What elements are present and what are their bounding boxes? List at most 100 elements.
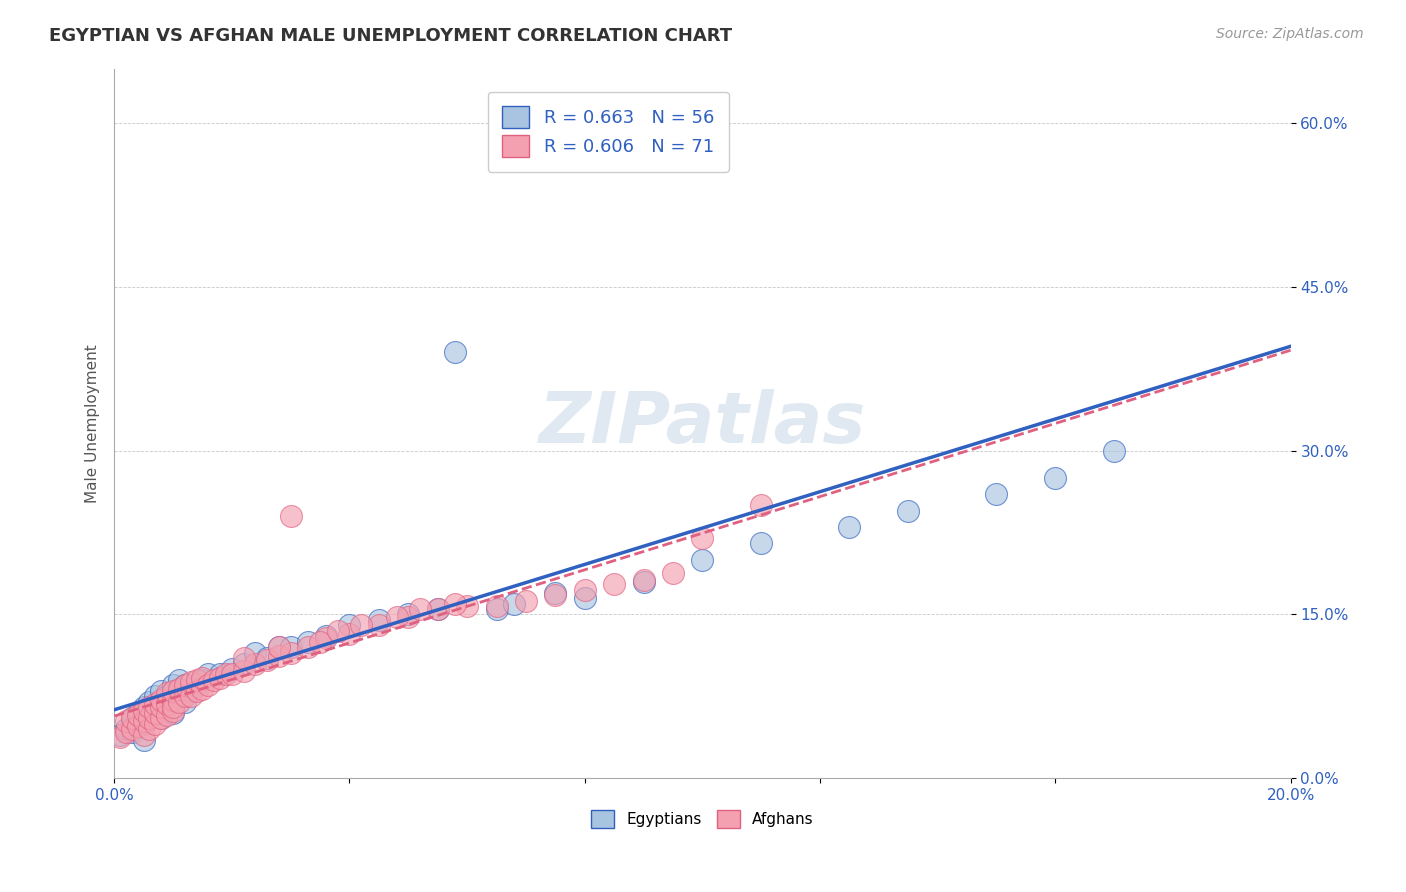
Point <box>115 722 138 736</box>
Point <box>897 504 920 518</box>
Point <box>426 602 449 616</box>
Point <box>1102 443 1125 458</box>
Y-axis label: Male Unemployment: Male Unemployment <box>86 344 100 503</box>
Point <box>986 487 1008 501</box>
Point <box>280 640 302 655</box>
Point <box>156 686 179 700</box>
Point <box>191 681 214 696</box>
Point <box>186 673 208 687</box>
Point <box>256 653 278 667</box>
Point <box>503 597 526 611</box>
Point <box>280 646 302 660</box>
Point <box>138 700 160 714</box>
Point <box>127 719 149 733</box>
Point <box>138 722 160 736</box>
Point <box>267 640 290 655</box>
Point <box>156 700 179 714</box>
Point <box>115 714 138 729</box>
Point <box>409 602 432 616</box>
Point <box>692 553 714 567</box>
Point <box>385 609 408 624</box>
Point <box>121 725 143 739</box>
Point <box>339 627 361 641</box>
Point <box>232 664 254 678</box>
Point <box>127 707 149 722</box>
Point <box>186 678 208 692</box>
Point <box>180 675 202 690</box>
Point <box>108 727 131 741</box>
Point <box>121 722 143 736</box>
Point <box>162 695 184 709</box>
Point <box>396 609 419 624</box>
Point <box>256 651 278 665</box>
Text: ZIPatlas: ZIPatlas <box>538 389 866 458</box>
Point <box>150 684 173 698</box>
Point <box>173 678 195 692</box>
Point <box>186 684 208 698</box>
Point <box>156 707 179 722</box>
Point <box>339 618 361 632</box>
Point <box>138 711 160 725</box>
Point <box>267 640 290 655</box>
Point <box>145 697 167 711</box>
Point <box>197 678 219 692</box>
Point <box>315 629 337 643</box>
Point <box>145 706 167 720</box>
Point <box>156 690 179 704</box>
Point <box>162 678 184 692</box>
Text: EGYPTIAN VS AFGHAN MALE UNEMPLOYMENT CORRELATION CHART: EGYPTIAN VS AFGHAN MALE UNEMPLOYMENT COR… <box>49 27 733 45</box>
Point <box>150 700 173 714</box>
Point <box>132 700 155 714</box>
Point <box>209 667 232 681</box>
Point <box>692 531 714 545</box>
Point <box>544 588 567 602</box>
Point <box>515 594 537 608</box>
Point <box>544 585 567 599</box>
Point <box>191 673 214 687</box>
Point <box>167 690 190 704</box>
Point <box>145 706 167 720</box>
Point <box>232 657 254 671</box>
Point <box>426 602 449 616</box>
Point <box>145 716 167 731</box>
Legend: Egyptians, Afghans: Egyptians, Afghans <box>585 804 820 834</box>
Point <box>150 711 173 725</box>
Point <box>245 657 267 671</box>
Point <box>297 640 319 655</box>
Point <box>209 671 232 685</box>
Point <box>162 706 184 720</box>
Point <box>162 700 184 714</box>
Point <box>444 597 467 611</box>
Point <box>315 632 337 646</box>
Point <box>350 618 373 632</box>
Point <box>115 725 138 739</box>
Point <box>838 520 860 534</box>
Point <box>150 700 173 714</box>
Point <box>150 692 173 706</box>
Point <box>662 566 685 580</box>
Point <box>202 673 225 687</box>
Point <box>232 651 254 665</box>
Point <box>138 695 160 709</box>
Point <box>162 704 184 718</box>
Point <box>603 577 626 591</box>
Point <box>132 714 155 729</box>
Text: Source: ZipAtlas.com: Source: ZipAtlas.com <box>1216 27 1364 41</box>
Point <box>633 574 655 589</box>
Point <box>132 727 155 741</box>
Point <box>456 599 478 613</box>
Point <box>221 662 243 676</box>
Point <box>167 681 190 696</box>
Point <box>367 613 389 627</box>
Point <box>108 730 131 744</box>
Point <box>173 678 195 692</box>
Point <box>633 573 655 587</box>
Point <box>309 634 332 648</box>
Point <box>150 711 173 725</box>
Point <box>121 711 143 725</box>
Point <box>167 695 190 709</box>
Point <box>121 711 143 725</box>
Point <box>245 646 267 660</box>
Point <box>132 733 155 747</box>
Point <box>180 690 202 704</box>
